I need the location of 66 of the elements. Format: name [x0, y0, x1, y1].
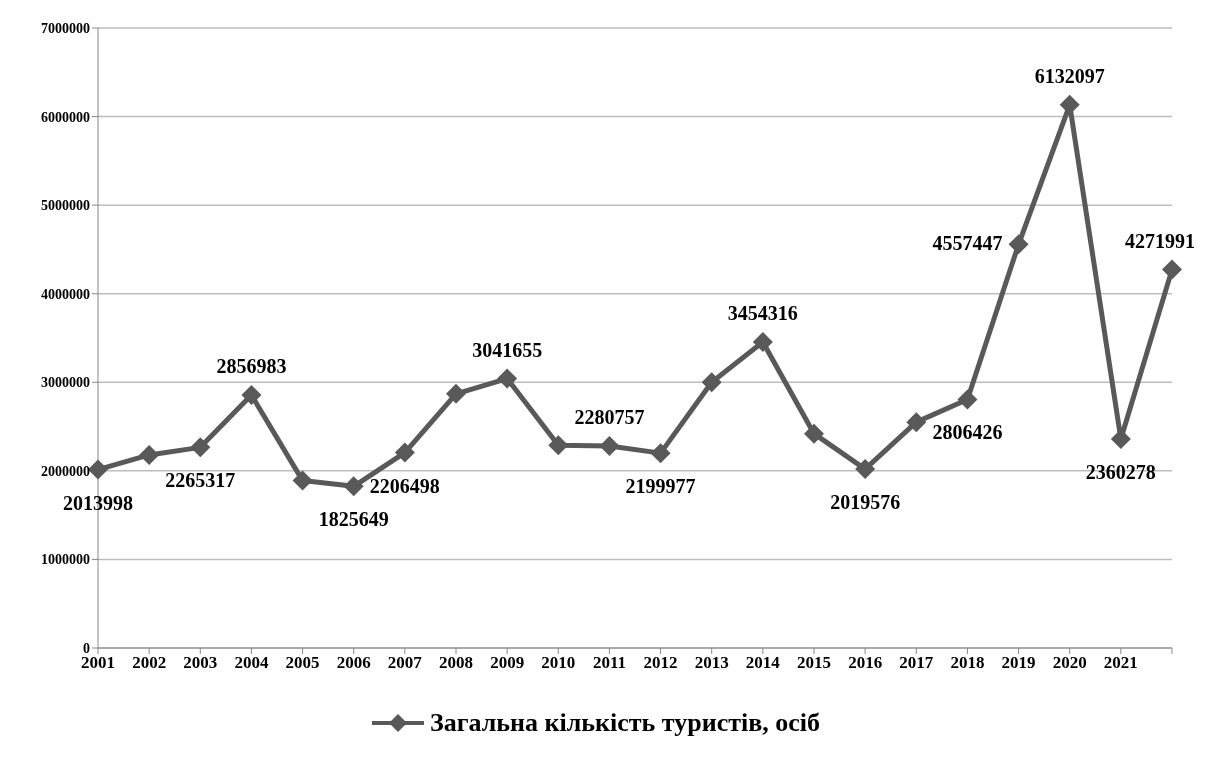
data-label: 2265317 [165, 469, 236, 492]
x-tick-label: 2011 [592, 653, 626, 673]
y-tick-label: 1000000 [41, 552, 90, 568]
data-label: 3041655 [472, 338, 543, 361]
point [190, 437, 211, 458]
data-label: 2019576 [830, 491, 901, 514]
x-tick-label: 2015 [797, 653, 831, 673]
x-tick-label: 2010 [541, 653, 576, 673]
data-label: 2013998 [63, 491, 133, 514]
point [906, 412, 927, 433]
y-tick-label: 0 [83, 640, 90, 656]
point [650, 443, 671, 464]
x-tick-label: 2009 [490, 653, 525, 673]
point [1008, 234, 1029, 255]
point [88, 459, 108, 480]
data-label: 2856983 [216, 354, 287, 377]
x-tick-label: 2005 [285, 653, 320, 673]
y-tick-label: 7000000 [41, 20, 90, 36]
point [1162, 259, 1182, 280]
x-tick-label: 2003 [183, 653, 218, 673]
data-label: 2280757 [574, 405, 645, 428]
point [497, 368, 518, 389]
data-label: 2360278 [1085, 460, 1156, 483]
legend-label: Загальна кількість туристів, осіб [429, 708, 821, 738]
point [701, 372, 722, 393]
x-tick-label: 2008 [439, 653, 473, 673]
data-label: 4271991 [1125, 229, 1195, 252]
point [957, 389, 978, 410]
point [139, 444, 160, 465]
x-tick-label: 2019 [1001, 653, 1036, 673]
x-tick-label: 2020 [1052, 653, 1087, 673]
y-tick-label: 4000000 [41, 286, 90, 302]
y-tick-label: 3000000 [41, 375, 90, 391]
x-tick-label: 2018 [950, 653, 985, 673]
x-tick-label: 2021 [1103, 653, 1138, 673]
data-label: 2806426 [932, 421, 1003, 444]
x-tick-label: 2014 [745, 653, 781, 673]
point [343, 476, 364, 497]
data-label: 6132097 [1034, 64, 1105, 87]
x-tick-label: 2017 [899, 653, 934, 673]
x-tick-label: 2013 [694, 653, 729, 673]
point [599, 435, 620, 456]
data-label: 4557447 [932, 232, 1003, 255]
point [446, 383, 466, 404]
y-tick-label: 6000000 [41, 109, 90, 125]
data-label: 3454316 [727, 302, 798, 325]
data-label: 2199977 [625, 475, 696, 498]
x-tick-label: 2001 [81, 653, 115, 673]
x-tick-label: 2004 [234, 653, 269, 673]
data-label: 1825649 [318, 508, 389, 531]
point [548, 435, 569, 456]
x-tick-label: 2012 [643, 653, 678, 673]
point [241, 384, 262, 405]
data-label: 2206498 [369, 474, 440, 497]
point [394, 442, 415, 463]
y-tick-label: 2000000 [41, 463, 90, 479]
point [752, 332, 773, 353]
x-tick-label: 2016 [848, 653, 883, 673]
point [804, 423, 824, 444]
y-tick-label: 5000000 [41, 198, 90, 214]
x-tick-label: 2002 [132, 653, 167, 673]
point [855, 459, 876, 480]
x-tick-label: 2007 [387, 653, 423, 673]
point [1059, 94, 1080, 115]
x-tick-label: 2006 [336, 653, 371, 673]
point [292, 470, 313, 491]
